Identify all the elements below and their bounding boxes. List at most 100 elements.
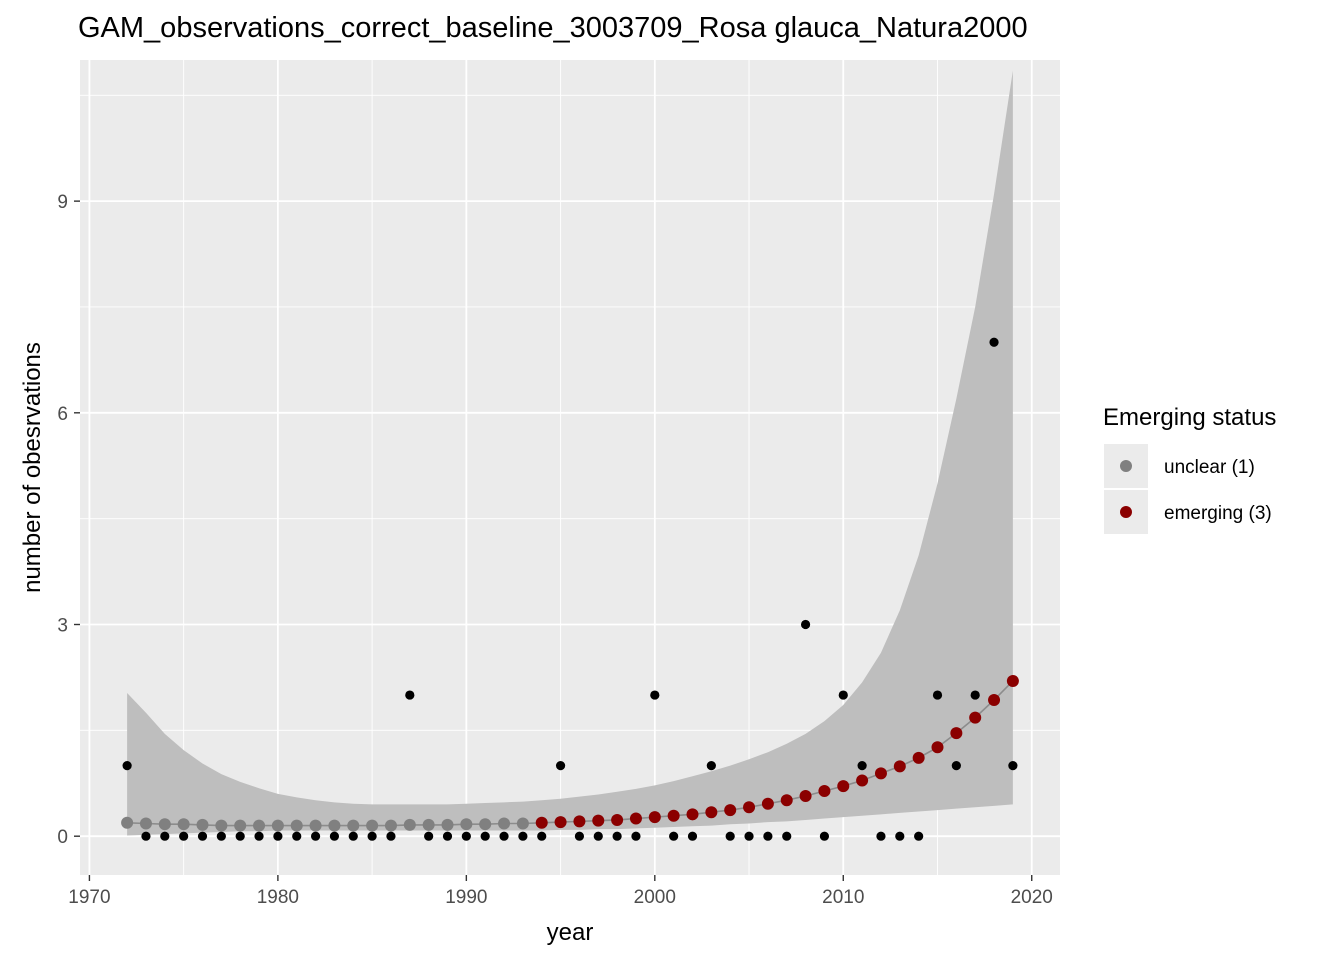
observed-point — [292, 831, 302, 841]
fitted-point-emerging — [988, 694, 1001, 707]
fitted-point-emerging — [950, 727, 963, 740]
observed-point — [857, 761, 867, 771]
fitted-point-unclear — [309, 819, 322, 832]
fitted-point-unclear — [139, 817, 152, 830]
observed-point — [499, 831, 509, 841]
fitted-point-emerging — [535, 816, 548, 829]
observed-point — [367, 831, 377, 841]
observed-point — [687, 831, 698, 841]
observed-point — [537, 831, 547, 841]
observed-point — [442, 831, 453, 841]
fitted-point-unclear — [498, 817, 511, 830]
observed-point — [819, 831, 830, 841]
observed-point — [838, 690, 848, 700]
observed-point — [518, 831, 528, 841]
fitted-point-emerging — [856, 774, 869, 787]
fitted-point-emerging — [629, 812, 642, 825]
fitted-point-emerging — [1006, 674, 1019, 687]
legend-item-label: emerging (3) — [1164, 503, 1272, 524]
observed-point — [782, 831, 792, 841]
fitted-point-emerging — [969, 711, 982, 724]
observed-point — [763, 831, 773, 841]
x-tick-label: 1990 — [445, 887, 487, 908]
observed-point — [273, 831, 283, 841]
fitted-point-emerging — [667, 809, 680, 822]
fitted-point-emerging — [648, 811, 661, 824]
observed-point — [461, 831, 471, 841]
observed-point — [650, 690, 660, 700]
x-tick-label: 1970 — [68, 887, 110, 908]
observed-point — [329, 831, 340, 841]
fitted-points — [121, 674, 1019, 832]
y-tick-label: 9 — [57, 192, 68, 213]
observed-point — [669, 831, 679, 841]
fitted-point-unclear — [479, 818, 492, 831]
fitted-point-unclear — [121, 816, 134, 829]
observed-point — [631, 831, 641, 841]
observed-point — [895, 831, 905, 841]
observed-point — [970, 690, 980, 700]
fitted-point-unclear — [253, 819, 266, 832]
fitted-point-unclear — [403, 818, 416, 831]
legend-title: Emerging status — [1103, 404, 1276, 431]
observed-point — [179, 831, 189, 841]
x-tick-label: 2010 — [822, 887, 864, 908]
fitted-point-emerging — [874, 767, 887, 780]
x-tick-label: 2020 — [1011, 887, 1053, 908]
observed-point — [876, 831, 886, 841]
fitted-point-emerging — [686, 808, 699, 821]
observed-point — [197, 831, 208, 841]
fitted-point-emerging — [837, 780, 850, 793]
observed-point — [989, 337, 999, 347]
fitted-point-emerging — [743, 801, 756, 814]
fitted-point-unclear — [271, 819, 284, 832]
observed-point — [386, 831, 396, 841]
fitted-point-emerging — [780, 794, 793, 807]
observed-point — [555, 761, 566, 771]
fitted-point-unclear — [366, 819, 379, 832]
observed-point — [725, 831, 735, 841]
fitted-point-unclear — [328, 819, 341, 832]
y-axis: 0 3 6 9 — [57, 192, 80, 848]
fitted-point-unclear — [347, 819, 360, 832]
legend-item-label: unclear (1) — [1164, 457, 1255, 478]
observed-point — [235, 831, 245, 841]
fitted-point-emerging — [705, 806, 718, 819]
fitted-point-unclear — [196, 818, 209, 831]
fitted-point-emerging — [931, 741, 944, 754]
observed-point — [348, 831, 358, 841]
fitted-point-unclear — [460, 818, 473, 831]
legend: Emerging status unclear (1) emerging (3) — [1103, 404, 1276, 534]
legend-key-symbol — [1120, 460, 1132, 472]
fitted-point-emerging — [761, 797, 774, 810]
fitted-point-unclear — [441, 818, 454, 831]
observed-point — [480, 831, 490, 841]
observed-point — [593, 831, 603, 841]
fitted-point-emerging — [893, 760, 906, 773]
observed-point — [706, 761, 716, 771]
fitted-point-unclear — [177, 818, 190, 831]
y-axis-title: number of obesrvations — [19, 342, 46, 593]
fitted-point-unclear — [290, 819, 303, 832]
fitted-point-emerging — [724, 804, 737, 817]
observed-point — [122, 761, 132, 771]
observed-point — [141, 831, 151, 841]
fitted-point-emerging — [818, 785, 831, 798]
observed-point — [160, 831, 170, 841]
x-tick-label: 2000 — [634, 887, 676, 908]
y-tick-label: 3 — [57, 616, 68, 637]
fitted-point-emerging — [573, 815, 586, 828]
fitted-point-unclear — [234, 819, 247, 832]
observed-point — [310, 831, 321, 841]
y-tick-label: 0 — [57, 827, 68, 848]
fitted-point-emerging — [912, 751, 925, 764]
observed-point — [951, 761, 961, 771]
fitted-point-emerging — [799, 789, 812, 802]
fitted-point-unclear — [215, 819, 228, 832]
x-axis: 1970 1980 1990 2000 2010 2020 — [68, 875, 1053, 908]
observed-point — [744, 831, 754, 841]
fitted-point-emerging — [592, 814, 605, 827]
observed-point — [424, 831, 434, 841]
x-tick-label: 1980 — [257, 887, 299, 908]
observed-point — [914, 831, 924, 841]
